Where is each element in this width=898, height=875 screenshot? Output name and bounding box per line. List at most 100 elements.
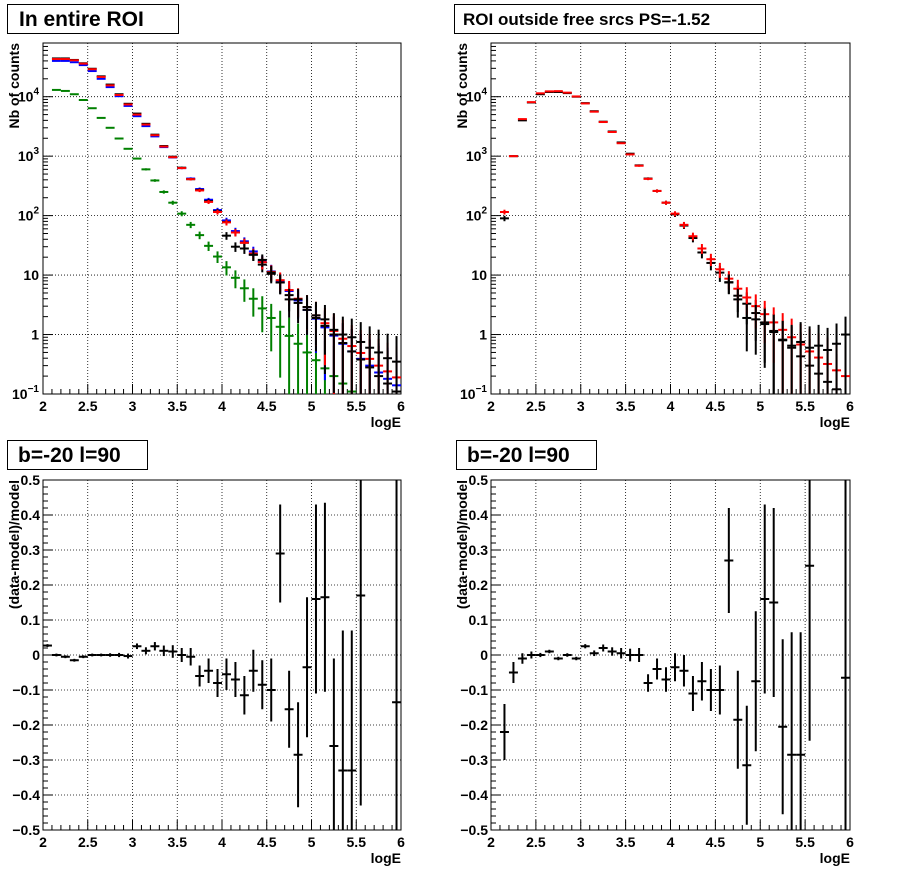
data-point-s0 bbox=[96, 653, 106, 657]
data-point-s2 bbox=[751, 304, 761, 355]
data-point-s3 bbox=[222, 219, 231, 226]
data-point-s1 bbox=[607, 130, 617, 133]
y-tick-label: 104 bbox=[18, 87, 40, 105]
y-tick-label: 10 bbox=[23, 267, 39, 283]
data-point-s2 bbox=[760, 308, 770, 368]
x-tick-label: 4 bbox=[667, 834, 675, 850]
data-point-s0 bbox=[769, 508, 779, 697]
data-point-s0 bbox=[222, 658, 231, 690]
data-point-s4 bbox=[365, 326, 375, 394]
data-point-s0 bbox=[230, 270, 240, 289]
x-tick-label: 5 bbox=[308, 834, 316, 850]
data-point-s1 bbox=[661, 200, 671, 205]
data-point-s0 bbox=[114, 137, 124, 140]
chart-panel-2: 2 2.5 3 3.5 4 4.5 5 5.5 6 10−1 1 10 102 103 104 logE Nb … bbox=[454, 42, 854, 430]
data-point-s0 bbox=[132, 643, 142, 650]
x-tick-label: 3 bbox=[129, 398, 137, 414]
data-point-s0 bbox=[616, 648, 626, 659]
data-point-s0 bbox=[284, 670, 294, 748]
data-point-s0 bbox=[733, 670, 743, 769]
data-point-s1 bbox=[643, 177, 653, 181]
data-point-s1 bbox=[526, 101, 536, 104]
data-point-s4 bbox=[248, 249, 258, 261]
x-tick-label: 3.5 bbox=[168, 398, 188, 414]
data-point-s1 bbox=[715, 262, 725, 278]
data-point-s0 bbox=[69, 658, 79, 662]
plot-frame bbox=[42, 42, 402, 395]
data-point-s0 bbox=[320, 502, 330, 692]
y-tick-label: −0.5 bbox=[12, 822, 40, 838]
y-tick-label: 1 bbox=[479, 327, 487, 343]
y-axis-label: (data-model)/model bbox=[454, 480, 470, 609]
data-point-s0 bbox=[338, 630, 348, 830]
data-point-s2 bbox=[733, 288, 743, 318]
data-point-s1 bbox=[508, 155, 518, 158]
y-axis-label: Nb of counts bbox=[454, 43, 470, 129]
data-point-s4 bbox=[302, 295, 312, 330]
x-tick-label: 5.5 bbox=[347, 398, 367, 414]
x-tick-label: 3.5 bbox=[616, 398, 636, 414]
data-point-s0 bbox=[87, 107, 97, 110]
data-point-s0 bbox=[302, 329, 312, 394]
y-tick-label: 0 bbox=[480, 647, 488, 663]
data-point-s1 bbox=[688, 232, 698, 241]
data-point-s1 bbox=[580, 102, 590, 105]
data-point-s0 bbox=[60, 655, 70, 659]
data-point-s0 bbox=[213, 251, 222, 263]
data-point-s2 bbox=[832, 323, 842, 394]
data-point-s0 bbox=[580, 644, 590, 649]
data-point-s0 bbox=[742, 705, 752, 825]
data-point-s0 bbox=[787, 632, 797, 830]
data-point-s0 bbox=[168, 645, 178, 658]
x-tick-label: 3 bbox=[577, 398, 585, 414]
y-tick-label: 0.2 bbox=[469, 577, 489, 593]
x-axis-label: logE bbox=[820, 414, 850, 430]
y-tick-label: 0.3 bbox=[21, 542, 41, 558]
data-point-s2 bbox=[805, 326, 815, 394]
data-point-s3 bbox=[168, 156, 178, 159]
data-point-s2 bbox=[841, 316, 850, 394]
data-point-s0 bbox=[257, 296, 267, 333]
x-tick-label: 4 bbox=[667, 398, 675, 414]
data-point-s0 bbox=[239, 279, 249, 302]
x-tick-label: 6 bbox=[846, 398, 854, 414]
data-point-s2 bbox=[796, 322, 806, 394]
data-point-s4 bbox=[275, 274, 285, 295]
x-axis-label: logE bbox=[371, 414, 401, 430]
data-point-s0 bbox=[186, 221, 196, 229]
y-tick-label: 0 bbox=[32, 647, 40, 663]
data-point-s0 bbox=[204, 241, 214, 251]
y-tick-label: 0.4 bbox=[469, 507, 489, 523]
pad-title-roi-outside: ROI outside free srcs PS=-1.52 bbox=[454, 4, 766, 34]
data-point-s1 bbox=[679, 221, 689, 229]
pad-title-residual-right: b=-20 l=90 bbox=[456, 440, 597, 470]
y-tick-label: 10−1 bbox=[12, 384, 39, 402]
data-point-s0 bbox=[652, 658, 662, 680]
data-point-s0 bbox=[625, 648, 635, 662]
y-tick-label: 0.2 bbox=[21, 577, 41, 593]
y-tick-label: −0.2 bbox=[12, 717, 40, 733]
data-point-s1 bbox=[616, 142, 626, 145]
data-point-s0 bbox=[347, 630, 357, 830]
data-point-s0 bbox=[159, 645, 169, 657]
data-point-s0 bbox=[562, 653, 572, 657]
data-point-s0 bbox=[688, 676, 698, 711]
data-layer bbox=[499, 90, 850, 394]
x-tick-label: 4.5 bbox=[257, 834, 277, 850]
x-tick-label: 4.5 bbox=[257, 398, 277, 414]
data-point-s3 bbox=[186, 177, 196, 181]
y-tick-label: 0.3 bbox=[469, 542, 489, 558]
data-point-s0 bbox=[643, 674, 653, 692]
data-point-s0 bbox=[302, 597, 312, 738]
data-point-s1 bbox=[706, 253, 716, 267]
data-point-s0 bbox=[78, 655, 88, 659]
data-point-s4 bbox=[392, 336, 401, 394]
data-point-s0 bbox=[535, 652, 545, 658]
y-tick-label: −0.5 bbox=[460, 822, 488, 838]
data-point-s3 bbox=[141, 123, 151, 126]
pad-title-entire-roi: In entire ROI bbox=[7, 4, 179, 34]
data-point-s1 bbox=[670, 211, 680, 217]
data-point-s0 bbox=[105, 126, 115, 129]
x-tick-label: 5.5 bbox=[347, 834, 367, 850]
data-point-s0 bbox=[222, 261, 231, 276]
